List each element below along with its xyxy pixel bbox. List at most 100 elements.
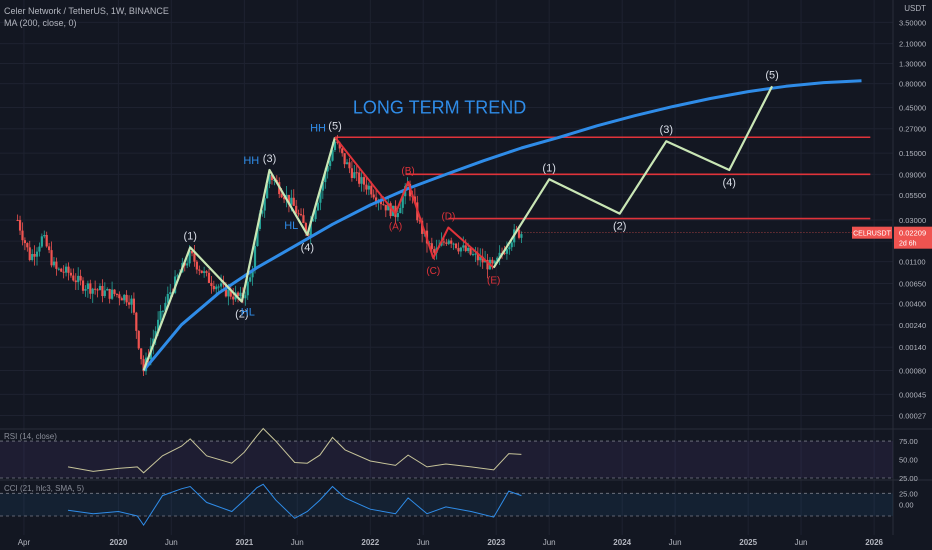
candle-body (50, 250, 53, 266)
candle-body (16, 219, 19, 221)
candle-body (282, 197, 286, 200)
candle-body (101, 285, 104, 297)
candle-body (40, 236, 43, 247)
candle-body (348, 162, 351, 169)
candle-body (314, 210, 317, 220)
candle-body (328, 160, 332, 167)
candle-body (462, 245, 465, 248)
candle-body (55, 261, 58, 269)
candle-body (469, 247, 472, 255)
price-tick: 0.00045 (899, 390, 926, 399)
candle-body (297, 213, 300, 215)
candle-body (290, 197, 293, 205)
candle-body (157, 319, 160, 332)
candle-body (295, 205, 298, 214)
candle-body (479, 256, 482, 261)
wave-label: (2) (613, 221, 626, 233)
candle-body (81, 280, 85, 291)
candle-body (326, 166, 329, 172)
structure-label: HH (243, 155, 259, 167)
candle-body (108, 288, 111, 299)
candle-body (302, 215, 305, 224)
candle-body (266, 183, 269, 199)
time-tick: Jun (165, 538, 178, 547)
candle-body (387, 203, 390, 211)
corrective-wave-path (334, 136, 495, 269)
candle-body (263, 198, 266, 211)
candle-body (18, 220, 22, 231)
candle-body (442, 241, 446, 243)
candle-body (464, 245, 467, 252)
candle-body (84, 288, 87, 291)
candle-body (217, 286, 220, 288)
candle-body (319, 190, 322, 203)
candle-body (176, 275, 179, 277)
candle-body (457, 248, 460, 252)
candle-body (130, 298, 133, 305)
candle-body (57, 268, 60, 270)
candle-body (343, 153, 346, 165)
price-tick: 0.00400 (899, 300, 926, 309)
time-tick: Apr (18, 538, 31, 547)
candle-body (106, 288, 109, 291)
cci-tick: 0.00 (899, 501, 914, 510)
cci-tick: 25.00 (899, 489, 918, 498)
wave-label: (2) (235, 309, 248, 321)
candle-body (94, 288, 97, 290)
candle-body (135, 312, 138, 331)
price-axis-unit: USDT (904, 4, 926, 13)
structure-label: HL (241, 307, 255, 319)
candle-body (91, 288, 94, 294)
rsi-tick: 25.00 (899, 474, 918, 483)
price-badge-value: 0.02209 (899, 229, 926, 238)
candle-body (251, 269, 254, 278)
candle-body (28, 247, 31, 260)
candle-body (481, 256, 484, 263)
candle-body (115, 293, 119, 295)
time-tick: 2021 (235, 538, 253, 547)
candle-body (229, 289, 232, 297)
candle-body (324, 171, 327, 183)
candle-body (64, 266, 68, 273)
candle-body (316, 202, 320, 211)
candle-body (454, 243, 458, 249)
candle-body (60, 268, 63, 272)
price-tick: 0.00027 (899, 412, 926, 421)
candle-body (159, 310, 162, 320)
candle-body (207, 272, 211, 283)
candle-body (246, 281, 249, 296)
candle-body (79, 275, 82, 281)
candle-body (200, 270, 203, 273)
candle-body (333, 141, 337, 151)
impulse-wave-path (142, 136, 337, 371)
candle-body (321, 182, 324, 191)
cci-label: CCI (21, hlc3, SMA, 5) (4, 484, 85, 493)
candle-body (256, 228, 259, 247)
price-tick: 0.00080 (899, 366, 926, 375)
price-tick: 0.00650 (899, 279, 926, 288)
candle-body (62, 271, 65, 273)
candle-body (331, 150, 334, 161)
rsi-tick: 50.00 (899, 456, 918, 465)
wave-labels: (1) (2) (3) (4) (5) (1) (2) (3) (4) (5) (A) (B) (C) (… (183, 69, 778, 320)
candle-body (384, 204, 387, 211)
time-tick: Jun (669, 538, 682, 547)
candle-body (35, 251, 39, 257)
candle-body (239, 292, 242, 297)
candle-body (236, 292, 240, 297)
corrective-label: (B) (401, 166, 414, 177)
rsi-tick: 75.00 (899, 437, 918, 446)
candle-body (493, 260, 496, 264)
candle-body (188, 250, 191, 264)
candle-body (505, 249, 509, 254)
candle-body (433, 249, 436, 253)
candle-body (389, 203, 392, 217)
candle-body (309, 221, 312, 236)
candle-body (48, 246, 51, 251)
candle-body (227, 289, 230, 297)
structure-label: HH (310, 122, 326, 134)
candle-body (358, 172, 361, 184)
candle-body (198, 269, 201, 271)
candle-body (52, 261, 56, 266)
candle-body (375, 197, 378, 202)
